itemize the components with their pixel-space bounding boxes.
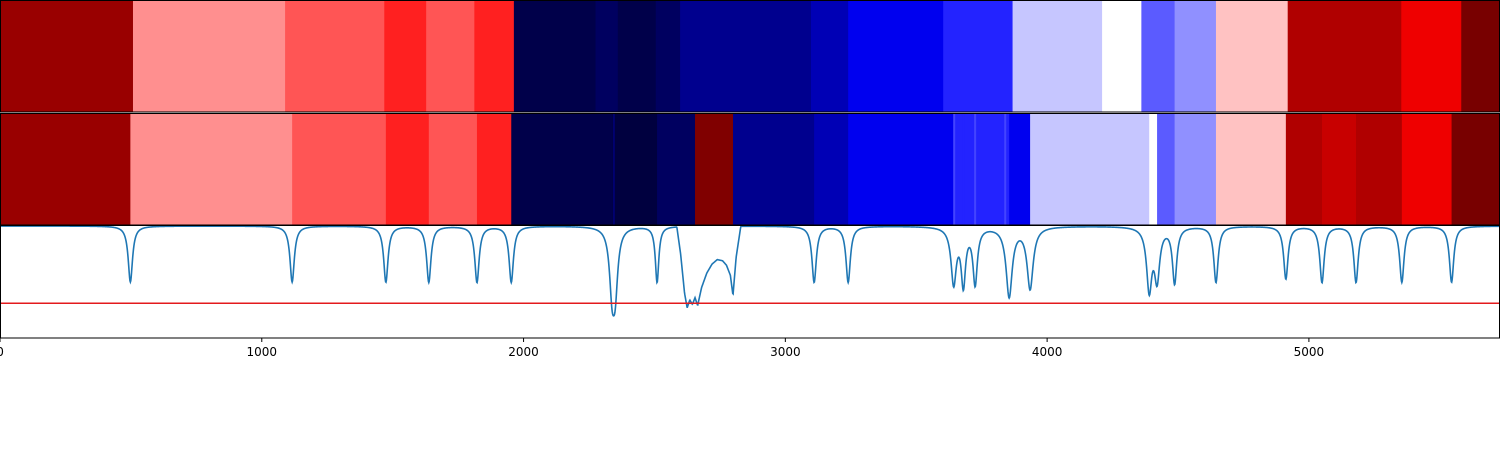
row1-segment (384, 1, 427, 112)
row2-segment (695, 114, 734, 225)
row2-thin-line (974, 114, 977, 225)
row1-segment (474, 1, 515, 112)
row1-segment (943, 1, 1014, 112)
row2-thin-line (953, 114, 956, 225)
row1-segment (1461, 1, 1500, 112)
row2-segment (612, 114, 658, 225)
row1-segment (1401, 1, 1462, 112)
row2-segment (292, 114, 387, 225)
row2-segment (732, 114, 815, 225)
row1-segment (1102, 1, 1142, 112)
row1-segment (285, 1, 385, 112)
row1-segment (1174, 1, 1217, 112)
row2-segment (1030, 114, 1150, 225)
x-tick-label: 5000 (1294, 345, 1325, 359)
row2-thin-line (1004, 114, 1007, 225)
row2-thin-line (962, 114, 965, 225)
row1-segment (595, 1, 619, 112)
row2-segment (511, 114, 613, 225)
x-axis: 0 1000 2000 3000 4000 5000 (0, 338, 1324, 359)
row1-segment (1012, 1, 1103, 112)
row2-segment (130, 114, 293, 225)
row2-segment (1285, 114, 1323, 225)
row2-segment (476, 114, 512, 225)
row2-segment (1149, 114, 1158, 225)
row1-segment (810, 1, 849, 112)
row2-segment (1401, 114, 1453, 225)
panel-frame (0, 225, 1500, 339)
row1-segment (0, 1, 134, 112)
x-tick-label: 1000 (247, 345, 278, 359)
heatmap-row-1 (0, 1, 1500, 112)
row2-segment (1356, 114, 1403, 225)
row2-segment (1451, 114, 1500, 225)
row1-segment (848, 1, 944, 112)
row2-segment (385, 114, 430, 225)
row2-segment (848, 114, 955, 225)
row2-segment (0, 114, 131, 225)
heatmap-row-2 (0, 114, 1500, 225)
x-tick-label: 3000 (770, 345, 801, 359)
signal-line (0, 226, 1500, 317)
x-tick-label: 2000 (508, 345, 539, 359)
row1-segment (655, 1, 681, 112)
row1-segment (426, 1, 475, 112)
row2-segment (814, 114, 849, 225)
row1-segment (513, 1, 597, 112)
row2-thin-line (612, 114, 615, 225)
row2-segment (1009, 114, 1031, 225)
row1-segment (1141, 1, 1176, 112)
x-tick-label: 4000 (1032, 345, 1063, 359)
row2-segment (953, 114, 1010, 225)
x-tick-label: 0 (0, 345, 4, 359)
row2-segment (1321, 114, 1357, 225)
row1-segment (680, 1, 812, 112)
row2-segment (1157, 114, 1176, 225)
row2-segment (428, 114, 478, 225)
row1-segment (132, 1, 286, 112)
signal-panel (0, 226, 1500, 317)
row2-segment (1215, 114, 1287, 225)
row2-segment (657, 114, 696, 225)
row2-segment (1174, 114, 1217, 225)
row1-segment (1287, 1, 1402, 112)
row1-segment (1215, 1, 1289, 112)
row1-segment (617, 1, 657, 112)
